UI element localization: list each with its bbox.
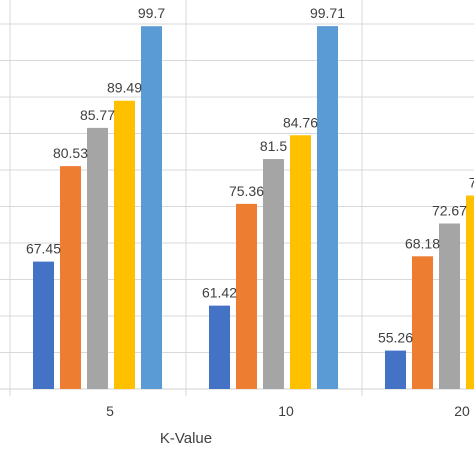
bar xyxy=(236,203,257,389)
data-label: 85.77 xyxy=(80,107,115,123)
data-label: 99.71 xyxy=(310,5,345,21)
data-label: 67.45 xyxy=(26,241,61,257)
x-tick-label: 10 xyxy=(278,403,294,419)
bar xyxy=(263,159,284,389)
bar xyxy=(141,26,162,389)
data-label: 68.18 xyxy=(405,235,440,251)
data-label: 61.42 xyxy=(202,285,237,301)
bar xyxy=(290,135,311,389)
bar xyxy=(412,256,433,389)
data-label: 89.49 xyxy=(107,80,142,96)
x-tick-labels: 5 10 20 xyxy=(106,403,470,419)
bar xyxy=(385,350,406,389)
x-tick-label: 20 xyxy=(454,403,470,419)
bar xyxy=(317,26,338,389)
bar xyxy=(209,305,230,389)
bar xyxy=(439,223,460,389)
data-label: 84.76 xyxy=(283,114,318,130)
x-axis-title: K-Value xyxy=(160,430,212,447)
bars-layer xyxy=(33,26,474,390)
data-label: 55.26 xyxy=(378,330,413,346)
data-labels-layer: 67.45 80.53 85.77 89.49 99.7 61.42 75.36 81.5 84… xyxy=(26,5,474,345)
data-label: 81.5 xyxy=(260,138,287,154)
data-label: 72.67 xyxy=(432,203,467,219)
bar xyxy=(466,195,474,389)
data-label: 99.7 xyxy=(138,5,165,21)
bar xyxy=(33,261,54,389)
bar xyxy=(87,127,108,389)
bar xyxy=(114,100,135,390)
data-label: 80.53 xyxy=(53,145,88,161)
bar xyxy=(60,166,81,389)
x-tick-label: 5 xyxy=(106,403,114,419)
data-label: 76 xyxy=(469,175,474,191)
data-label: 75.36 xyxy=(229,183,264,199)
